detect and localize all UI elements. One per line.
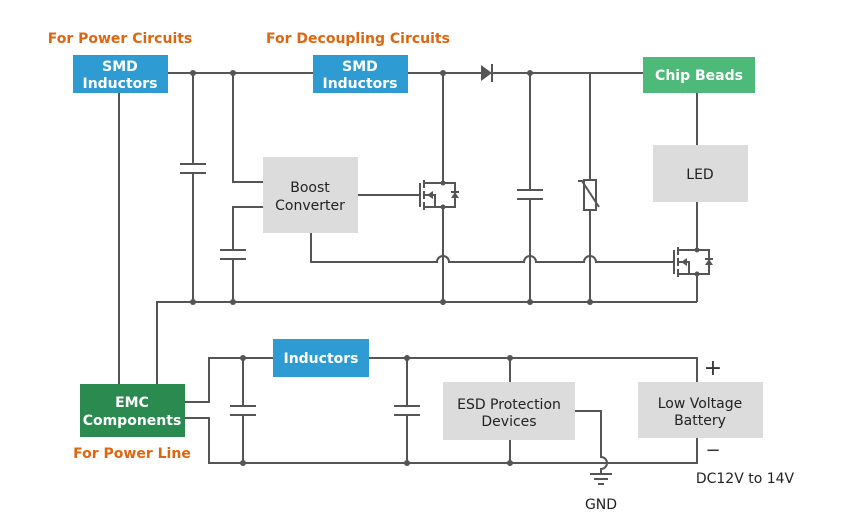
inductors-block: Inductors xyxy=(273,339,369,377)
capacitor-icon xyxy=(220,249,246,260)
block-label: EMC xyxy=(115,395,149,411)
capacitor-icon xyxy=(180,163,206,174)
minus-terminal: − xyxy=(705,440,720,461)
gnd-label: GND xyxy=(585,497,617,513)
block-label: Battery xyxy=(674,413,726,429)
block-label: ESD Protection xyxy=(457,397,561,413)
block-label: SMD xyxy=(342,59,378,75)
smd-inductors-power-block: SMD Inductors xyxy=(73,55,168,93)
emc-components-block: EMC Components xyxy=(80,384,185,437)
block-label: Chip Beads xyxy=(655,68,743,84)
label-for-power-circuits: For Power Circuits xyxy=(48,31,193,47)
diode-icon xyxy=(481,65,492,81)
block-label: SMD xyxy=(102,59,138,75)
wires xyxy=(118,64,698,473)
block-label: LED xyxy=(686,167,713,183)
smd-inductors-decoupling-block: SMD Inductors xyxy=(313,55,408,93)
block-label: Inductors xyxy=(283,351,358,367)
battery-block: Low Voltage Battery xyxy=(638,382,763,438)
label-for-power-line: For Power Line xyxy=(73,446,191,462)
ground-icon xyxy=(590,473,612,485)
voltage-label: DC12V to 14V xyxy=(696,471,795,487)
block-label: Components xyxy=(83,413,182,429)
block-label: Devices xyxy=(481,414,536,430)
block-label: Boost xyxy=(290,180,330,196)
capacitor-icon xyxy=(517,189,543,200)
mosfet-icon xyxy=(419,180,459,210)
junction-dots xyxy=(190,70,593,466)
led-block: LED xyxy=(653,145,748,202)
thermistor-icon xyxy=(578,179,600,211)
mosfet-icon xyxy=(673,247,713,277)
boost-converter-block: Boost Converter xyxy=(263,157,358,233)
chip-beads-block: Chip Beads xyxy=(643,57,755,93)
plus-terminal: + xyxy=(704,356,722,381)
block-label: Converter xyxy=(275,198,345,214)
capacitor-icon xyxy=(394,405,420,416)
esd-protection-block: ESD Protection Devices xyxy=(443,382,575,440)
capacitor-icon xyxy=(230,405,256,416)
block-label: Inductors xyxy=(322,76,397,92)
block-label: Low Voltage xyxy=(658,396,743,412)
label-for-decoupling-circuits: For Decoupling Circuits xyxy=(266,31,450,47)
block-label: Inductors xyxy=(82,76,157,92)
